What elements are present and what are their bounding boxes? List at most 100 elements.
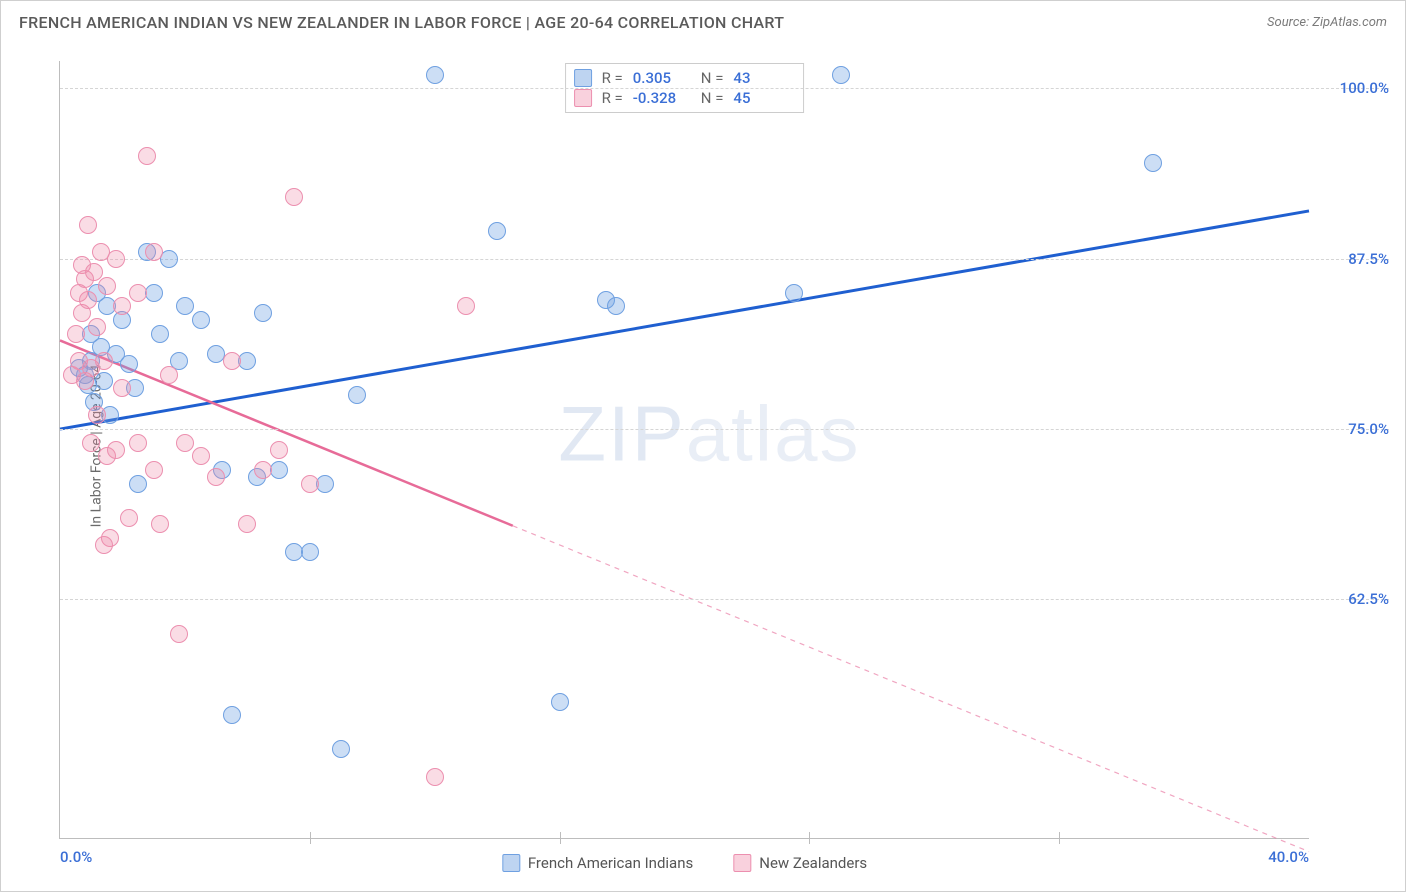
chart-source: Source: ZipAtlas.com [1267, 15, 1387, 30]
watermark: ZIPatlas [558, 388, 860, 479]
data-point-french_american_indians [254, 304, 272, 322]
data-point-french_american_indians [832, 66, 850, 84]
data-point-new_zealanders [129, 284, 147, 302]
data-point-french_american_indians [176, 297, 194, 315]
plot-area: ZIPatlas R =0.305N =43R =-0.328N =45 Fre… [59, 61, 1309, 839]
x-tick [560, 838, 561, 844]
data-point-new_zealanders [79, 291, 97, 309]
x-tick [809, 838, 810, 844]
x-tick [1059, 838, 1060, 844]
gridline-horizontal [60, 429, 1389, 430]
legend-r-label: R = [602, 89, 623, 107]
data-point-new_zealanders [285, 188, 303, 206]
legend-n-value: 43 [733, 69, 791, 87]
data-point-french_american_indians [785, 284, 803, 302]
trend-lines [60, 61, 1309, 838]
data-point-french_american_indians [348, 386, 366, 404]
data-point-french_american_indians [301, 543, 319, 561]
legend-row: R = -0.328 N = 45 [574, 88, 792, 108]
legend-item: New Zealanders [733, 854, 867, 872]
data-point-new_zealanders [95, 352, 113, 370]
y-tick-label: 62.5% [1317, 590, 1389, 608]
series-legend: French American Indians New Zealanders [502, 854, 867, 872]
data-point-new_zealanders [145, 243, 163, 261]
legend-swatch [502, 854, 520, 872]
legend-n-label: N = [701, 69, 724, 87]
data-point-new_zealanders [270, 441, 288, 459]
data-point-new_zealanders [223, 352, 241, 370]
chart-header: FRENCH AMERICAN INDIAN VS NEW ZEALANDER … [1, 1, 1405, 32]
legend-n-label: N = [701, 89, 724, 107]
data-point-french_american_indians [129, 475, 147, 493]
data-point-french_american_indians [151, 325, 169, 343]
data-point-french_american_indians [488, 222, 506, 240]
trend-line-new_zealanders-dashed [513, 526, 1309, 852]
data-point-new_zealanders [457, 297, 475, 315]
x-tick [310, 838, 311, 844]
data-point-french_american_indians [316, 475, 334, 493]
gridline-horizontal [60, 599, 1389, 600]
legend-swatch [733, 854, 751, 872]
data-point-new_zealanders [88, 318, 106, 336]
data-point-new_zealanders [192, 447, 210, 465]
data-point-french_american_indians [238, 352, 256, 370]
data-point-french_american_indians [192, 311, 210, 329]
data-point-new_zealanders [160, 366, 178, 384]
data-point-new_zealanders [88, 406, 106, 424]
data-point-french_american_indians [426, 66, 444, 84]
data-point-new_zealanders [107, 441, 125, 459]
legend-r-value: 0.305 [633, 69, 691, 87]
data-point-french_american_indians [145, 284, 163, 302]
data-point-french_american_indians [95, 372, 113, 390]
data-point-french_american_indians [332, 740, 350, 758]
gridline-horizontal [60, 88, 1389, 89]
data-point-new_zealanders [254, 461, 272, 479]
y-tick-label: 87.5% [1317, 250, 1389, 268]
data-point-new_zealanders [107, 250, 125, 268]
data-point-french_american_indians [223, 706, 241, 724]
legend-swatch [574, 69, 592, 87]
correlation-chart: FRENCH AMERICAN INDIAN VS NEW ZEALANDER … [0, 0, 1406, 892]
watermark-bold: ZIP [558, 389, 685, 477]
data-point-new_zealanders [426, 768, 444, 786]
data-point-french_american_indians [270, 461, 288, 479]
legend-row: R = 0.305 N = 43 [574, 68, 792, 88]
data-point-new_zealanders [176, 434, 194, 452]
y-tick-label: 100.0% [1317, 79, 1389, 97]
data-point-new_zealanders [113, 297, 131, 315]
legend-n-value: 45 [733, 89, 791, 107]
data-point-new_zealanders [120, 509, 138, 527]
data-point-new_zealanders [151, 515, 169, 533]
data-point-new_zealanders [79, 216, 97, 234]
legend-label: New Zealanders [759, 854, 867, 872]
data-point-new_zealanders [301, 475, 319, 493]
legend-item: French American Indians [502, 854, 693, 872]
x-tick-label: 0.0% [60, 848, 92, 866]
x-tick-label: 40.0% [1268, 848, 1309, 866]
data-point-new_zealanders [95, 536, 113, 554]
chart-title: FRENCH AMERICAN INDIAN VS NEW ZEALANDER … [19, 13, 784, 32]
legend-r-value: -0.328 [633, 89, 691, 107]
data-point-french_american_indians [120, 355, 138, 373]
legend-swatch [574, 89, 592, 107]
data-point-new_zealanders [207, 468, 225, 486]
data-point-new_zealanders [129, 434, 147, 452]
y-tick-label: 75.0% [1317, 420, 1389, 438]
data-point-new_zealanders [82, 434, 100, 452]
trend-line-french_american_indians [60, 211, 1309, 429]
legend-label: French American Indians [528, 854, 693, 872]
data-point-new_zealanders [238, 515, 256, 533]
data-point-french_american_indians [607, 297, 625, 315]
watermark-thin: atlas [686, 389, 861, 477]
gridline-horizontal [60, 259, 1389, 260]
data-point-new_zealanders [170, 625, 188, 643]
data-point-new_zealanders [67, 325, 85, 343]
data-point-french_american_indians [1144, 154, 1162, 172]
data-point-new_zealanders [138, 147, 156, 165]
data-point-new_zealanders [113, 379, 131, 397]
legend-r-label: R = [602, 69, 623, 87]
data-point-french_american_indians [160, 250, 178, 268]
data-point-new_zealanders [145, 461, 163, 479]
data-point-new_zealanders [98, 277, 116, 295]
data-point-french_american_indians [551, 693, 569, 711]
